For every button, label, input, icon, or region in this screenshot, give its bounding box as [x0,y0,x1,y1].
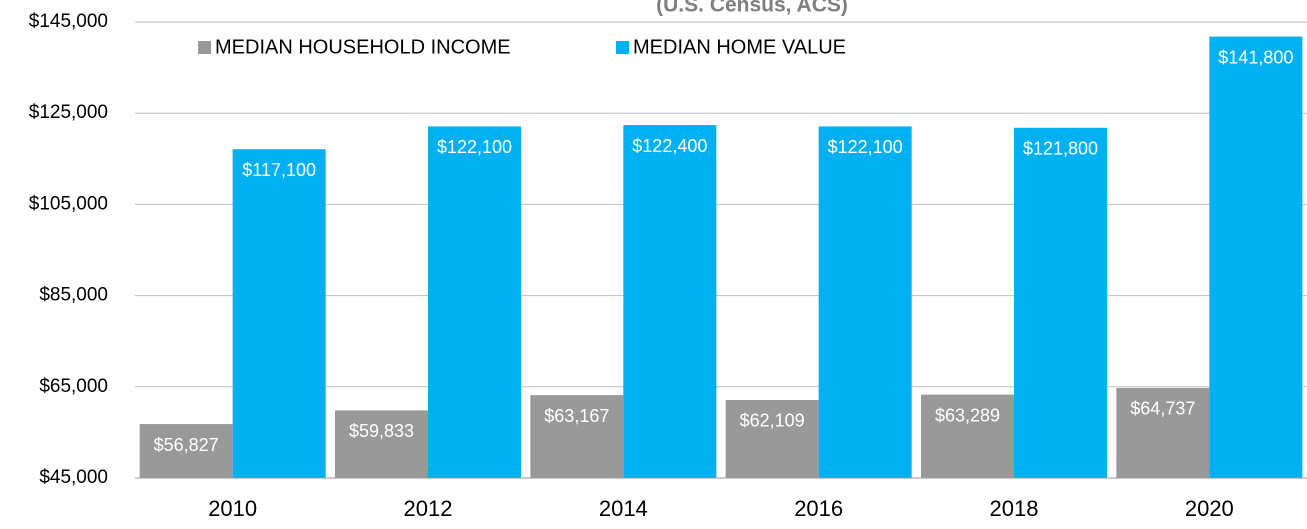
x-tick-label: 2012 [404,496,453,521]
value-label: $122,100 [828,137,903,157]
y-tick-label: $145,000 [29,11,108,32]
value-label: $64,737 [1130,399,1195,419]
bar [428,126,521,478]
y-tick-label: $85,000 [39,285,108,306]
value-label: $141,800 [1218,47,1293,67]
bar [232,149,326,478]
x-tick-label: 2010 [208,496,257,521]
value-label: $122,100 [437,137,512,157]
bar [530,395,624,478]
value-label: $122,400 [632,136,707,156]
bar [1116,387,1210,478]
chart-subtitle: (U.S. Census, ACS) [656,0,848,17]
bar [623,125,717,478]
value-label: $56,827 [154,435,219,455]
bar [818,126,912,478]
y-tick-label: $45,000 [39,467,108,488]
legend-swatch [198,41,211,54]
legend-label: MEDIAN HOUSEHOLD INCOME [215,36,511,58]
bar [921,394,1014,478]
legend-swatch [616,41,629,54]
y-tick-label: $65,000 [39,376,108,397]
legend-label: MEDIAN HOME VALUE [633,36,846,58]
bar [1014,127,1107,479]
value-label: $62,109 [740,411,805,431]
x-tick-label: 2018 [990,496,1039,521]
y-tick-label: $125,000 [29,102,108,123]
bar [335,410,428,478]
y-tick-label: $105,000 [29,193,108,214]
bar [1209,36,1303,478]
value-label: $59,833 [349,421,414,441]
value-label: $63,167 [544,406,609,426]
bar [725,399,819,478]
value-label: $63,289 [935,405,1000,425]
x-tick-label: 2016 [794,496,843,521]
value-label: $117,100 [242,160,316,180]
value-label: $121,800 [1023,139,1098,159]
x-tick-label: 2014 [599,496,648,521]
x-tick-label: 2020 [1185,496,1234,521]
bar [139,424,233,478]
